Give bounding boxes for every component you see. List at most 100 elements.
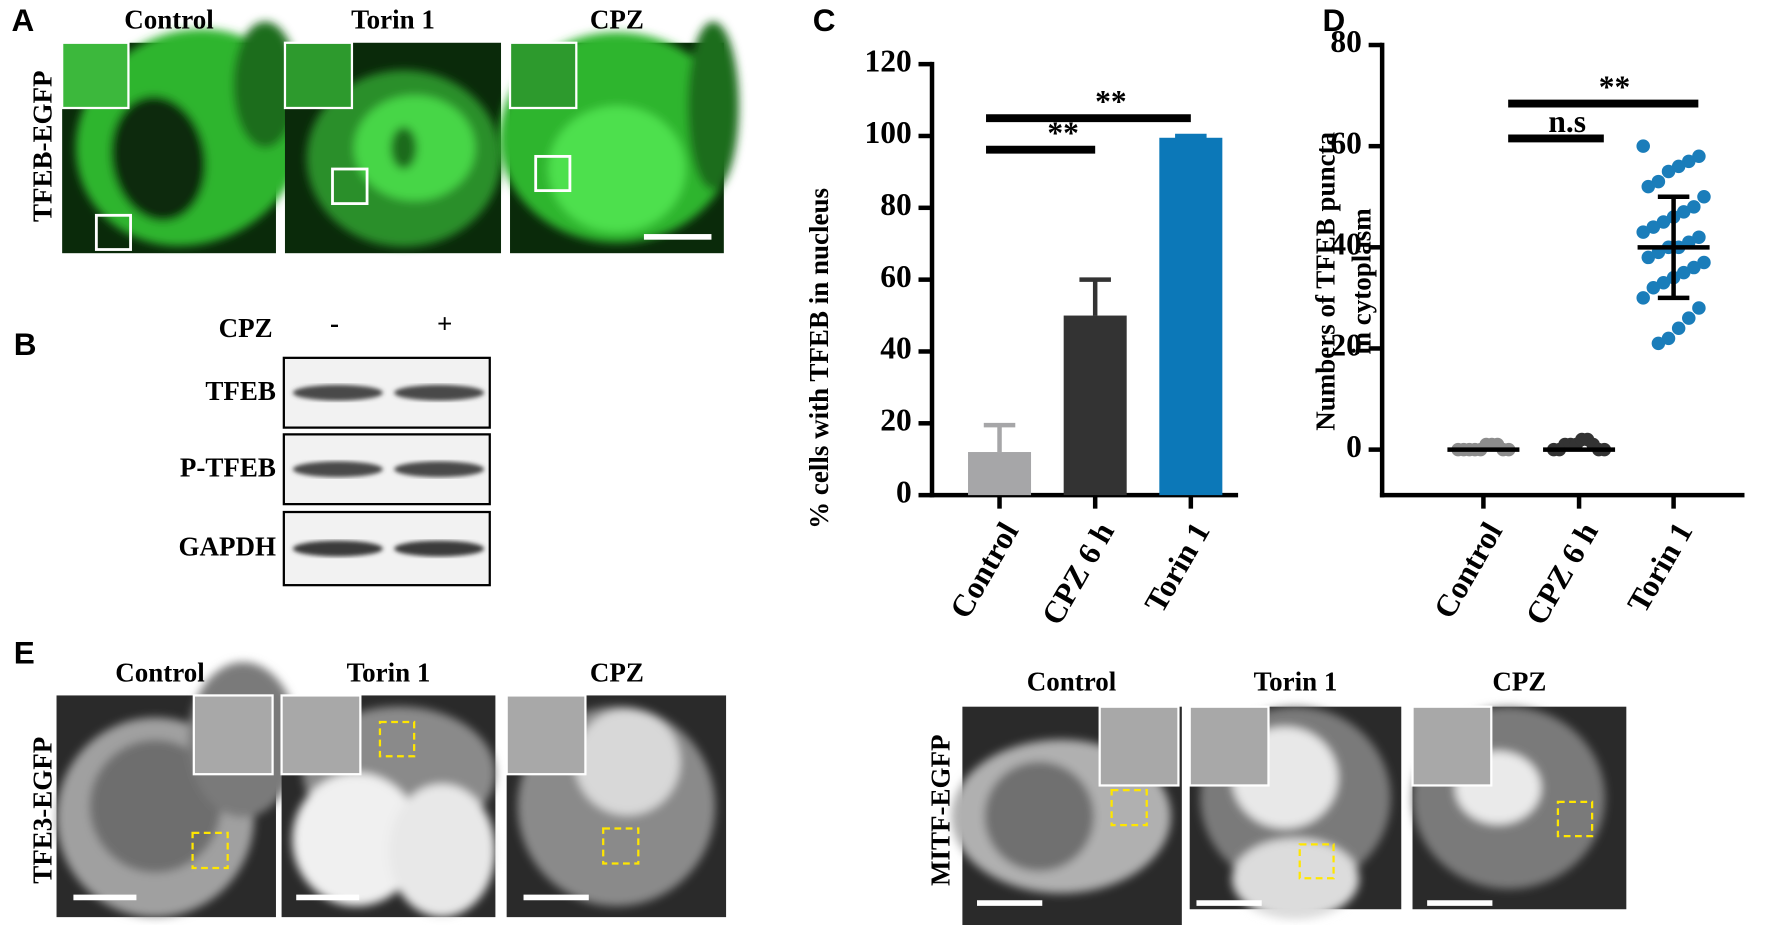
- column-label: CPZ: [1492, 666, 1546, 696]
- data-point: [1697, 189, 1711, 204]
- data-point: [1682, 154, 1696, 169]
- x-tick-label: Torin 1: [1137, 516, 1216, 618]
- band: [394, 384, 485, 401]
- data-point: [1636, 291, 1650, 305]
- data-point: [1697, 255, 1711, 270]
- blot-label: GAPDH: [178, 531, 276, 561]
- y-tick-label: 20: [1330, 328, 1362, 363]
- inset: [508, 41, 578, 110]
- significance-label: n.s: [1548, 104, 1586, 139]
- x-tick-label: Control: [943, 516, 1026, 624]
- cell: [292, 773, 421, 907]
- inset: [192, 694, 274, 776]
- column-label: Torin 1: [351, 5, 435, 35]
- y-tick-label: 0: [1346, 429, 1362, 464]
- data-point: [1682, 311, 1696, 325]
- band: [394, 461, 485, 478]
- data-point: [1687, 200, 1701, 214]
- column-label: Control: [115, 657, 205, 687]
- panel-letter: A: [12, 2, 35, 38]
- zoom-box: [602, 827, 640, 865]
- inset: [1411, 705, 1493, 787]
- condition-label: +: [437, 309, 452, 339]
- inset: [1188, 705, 1270, 787]
- bar: [1063, 315, 1127, 496]
- blot-label: TFEB: [205, 376, 276, 406]
- band: [292, 384, 383, 401]
- inset: [283, 41, 354, 110]
- data-point: [1656, 275, 1671, 290]
- cell: [687, 21, 739, 191]
- y-tick-label: 0: [896, 474, 912, 509]
- y-axis-label: % cells with TFEB in nucleus: [804, 188, 834, 529]
- band: [292, 540, 383, 557]
- data-point: [1656, 215, 1671, 229]
- zoom-box: [331, 167, 369, 205]
- cell: [89, 739, 222, 873]
- data-point: [1676, 205, 1691, 219]
- data-point: [1692, 301, 1706, 315]
- cell: [110, 95, 206, 222]
- micrograph: [499, 21, 739, 254]
- y-axis-label: in cytoplasm: [1346, 208, 1376, 355]
- micrograph: [283, 41, 502, 254]
- significance-label: **: [1599, 69, 1631, 104]
- data-point: [1676, 265, 1691, 280]
- band: [394, 540, 485, 557]
- data-point: [1661, 164, 1676, 179]
- column-label: Torin 1: [1254, 666, 1338, 696]
- column-label: Control: [1027, 666, 1117, 696]
- y-tick-label: 80: [1330, 24, 1362, 59]
- zoom-box: [1556, 800, 1594, 838]
- data-point: [1671, 159, 1686, 174]
- inset: [1098, 705, 1180, 787]
- scale-bar: [643, 234, 712, 240]
- y-tick-label: 80: [880, 187, 912, 222]
- x-tick-label: CPZ 6 h: [1035, 516, 1122, 631]
- x-tick-label: Control: [1427, 516, 1510, 624]
- y-tick-label: 40: [880, 331, 912, 366]
- scale-bar: [73, 894, 137, 901]
- y-tick-label: 60: [1330, 125, 1362, 160]
- scale-bar: [977, 900, 1043, 906]
- cell: [1232, 838, 1359, 920]
- data-point: [1651, 336, 1666, 351]
- data-point: [1641, 179, 1656, 194]
- blot-label: P-TFEB: [180, 453, 276, 483]
- y-axis-label: Numbers of TFEB puncta: [1310, 131, 1340, 430]
- bar: [968, 452, 1032, 496]
- zoom-box: [378, 720, 416, 758]
- significance-label: **: [1095, 84, 1127, 119]
- y-tick-label: 40: [1330, 227, 1362, 262]
- zoom-box: [191, 831, 229, 870]
- bands: [292, 540, 485, 557]
- column-label: Control: [124, 5, 214, 35]
- cell: [388, 784, 496, 918]
- column-label: Torin 1: [347, 657, 431, 687]
- panel-letter: B: [14, 326, 37, 362]
- zoom-box: [1110, 788, 1148, 827]
- data-point: [1687, 260, 1701, 275]
- micrographs: [56, 21, 1627, 925]
- inset: [505, 694, 587, 776]
- cell: [390, 126, 417, 170]
- cells: [75, 21, 306, 246]
- data-point: [1671, 321, 1686, 335]
- cell: [548, 105, 686, 233]
- scale-bar: [523, 894, 589, 901]
- data-point: [1692, 149, 1706, 164]
- inset: [61, 41, 130, 110]
- micrograph: [61, 21, 306, 254]
- bands: [292, 384, 485, 401]
- data-point: [1636, 225, 1650, 239]
- data-point: [1646, 220, 1661, 234]
- y-tick-label: 120: [865, 43, 912, 78]
- scale-bar: [1427, 900, 1493, 906]
- panel-letter: D: [1322, 2, 1345, 38]
- column-label: CPZ: [590, 5, 644, 35]
- cell: [984, 761, 1095, 872]
- scale-bar: [296, 894, 360, 901]
- row-label: MITF-EGFP: [925, 734, 955, 885]
